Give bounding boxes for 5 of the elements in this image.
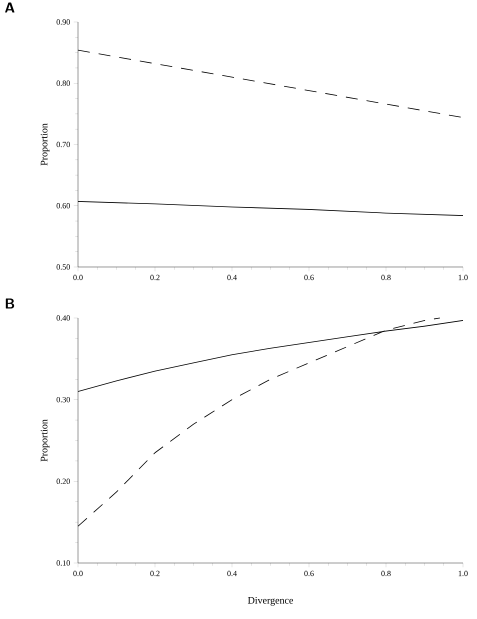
y-axis-title: Proportion <box>40 123 50 166</box>
x-axis-title: Divergence <box>248 596 294 606</box>
y-axis-title: Proportion <box>40 419 50 462</box>
chart-title: A <box>5 2 14 12</box>
chart-title: B <box>6 298 14 309</box>
